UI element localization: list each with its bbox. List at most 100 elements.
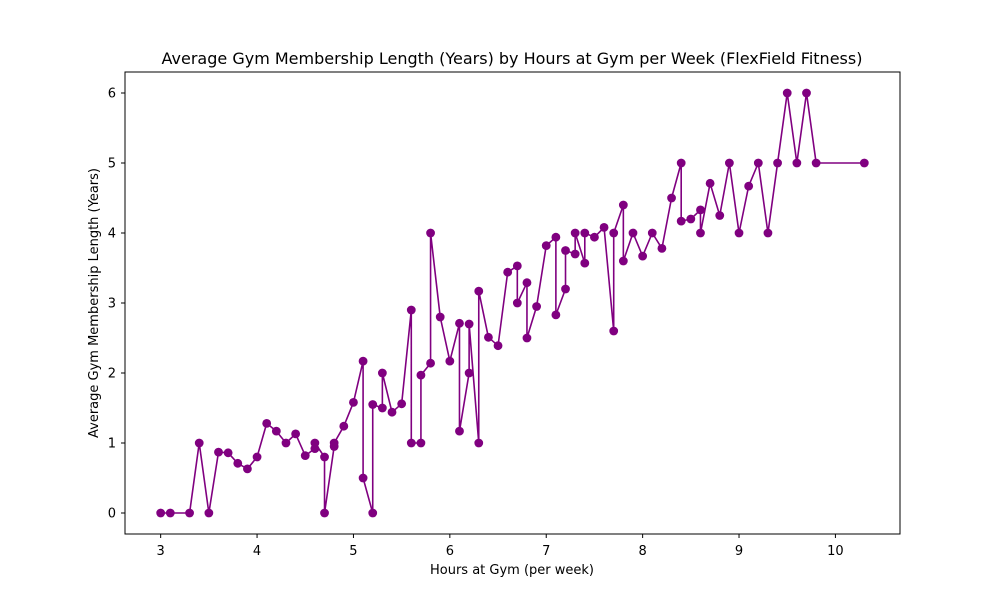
data-point [551, 310, 561, 320]
data-point [377, 368, 387, 378]
y-tick-label: 0 [108, 507, 116, 522]
data-point [252, 452, 262, 462]
data-point [676, 216, 686, 226]
data-point [570, 249, 580, 259]
x-axis-label: Hours at Gym (per week) [430, 563, 594, 578]
y-axis-ticks: 0 1 2 3 4 5 6 [108, 87, 125, 522]
data-point [156, 508, 166, 518]
data-point [243, 464, 252, 474]
data-point [657, 244, 667, 253]
data-point [676, 158, 686, 168]
data-point [512, 261, 522, 271]
data-point [349, 398, 358, 407]
x-tick-label: 4 [253, 544, 261, 559]
data-point [455, 318, 464, 328]
data-point [686, 214, 696, 224]
data-point [647, 228, 657, 238]
data-point [165, 508, 175, 518]
data-point [271, 426, 281, 436]
y-tick-label: 3 [108, 297, 116, 312]
data-point [532, 302, 541, 311]
x-tick-label: 9 [735, 544, 743, 559]
data-point [773, 158, 782, 168]
x-tick-label: 3 [157, 544, 165, 559]
data-point [811, 158, 821, 168]
data-points [156, 88, 869, 518]
data-point [696, 205, 705, 215]
data-point [445, 356, 455, 366]
data-point [618, 256, 628, 266]
data-point [455, 426, 464, 436]
series-line [160, 92, 865, 514]
data-point [377, 403, 387, 413]
chart-title: Average Gym Membership Length (Years) by… [162, 49, 863, 68]
data-point [358, 473, 368, 483]
data-point [667, 193, 676, 203]
x-tick-label: 8 [638, 544, 646, 559]
data-point [406, 438, 416, 448]
x-tick-label: 6 [446, 544, 454, 559]
data-point [320, 508, 329, 518]
y-tick-label: 2 [108, 367, 116, 382]
data-point [204, 508, 214, 518]
y-tick-label: 4 [108, 227, 116, 242]
data-point [512, 298, 522, 308]
data-point [368, 508, 378, 518]
data-point [291, 429, 301, 439]
data-point [484, 332, 493, 342]
data-point [734, 228, 744, 238]
data-point [744, 181, 754, 191]
data-point [464, 319, 474, 329]
data-point [397, 399, 407, 409]
data-point [281, 438, 291, 448]
data-point [329, 438, 339, 448]
data-point [416, 370, 426, 380]
x-tick-label: 7 [542, 544, 550, 559]
data-point [609, 228, 619, 238]
y-axis-label: Average Gym Membership Length (Years) [87, 168, 102, 438]
data-point [214, 447, 223, 457]
data-point [522, 333, 532, 343]
data-point [715, 211, 725, 220]
data-point [570, 228, 580, 238]
data-point [724, 158, 734, 168]
data-point [618, 200, 628, 210]
data-point [368, 400, 378, 409]
data-point [782, 88, 792, 98]
data-point [705, 178, 715, 188]
data-point [185, 508, 194, 518]
data-point [503, 267, 513, 277]
data-point [406, 305, 416, 315]
data-point [561, 246, 570, 255]
data-point [753, 158, 763, 168]
data-point [561, 284, 570, 294]
data-point [223, 448, 233, 458]
x-axis-ticks: 3 4 5 6 7 8 9 10 [157, 534, 844, 559]
data-point [320, 452, 329, 462]
data-point [590, 232, 599, 242]
x-tick-label: 10 [827, 544, 844, 559]
data-point [541, 241, 551, 251]
y-tick-label: 5 [108, 157, 116, 172]
data-point [262, 419, 272, 428]
data-point [339, 421, 349, 431]
x-tick-label: 5 [349, 544, 357, 559]
data-point [609, 326, 619, 336]
data-point [426, 358, 435, 368]
data-point [194, 438, 204, 448]
data-point [792, 158, 802, 168]
data-point [300, 451, 310, 460]
data-point [859, 158, 869, 168]
data-point [233, 458, 243, 468]
data-point [464, 368, 474, 378]
data-point [628, 228, 638, 238]
data-point [416, 438, 426, 448]
data-point [522, 278, 532, 288]
y-tick-label: 6 [108, 87, 116, 102]
data-point [599, 223, 609, 232]
data-point [474, 286, 484, 296]
data-point [638, 251, 648, 261]
data-point [426, 228, 435, 238]
